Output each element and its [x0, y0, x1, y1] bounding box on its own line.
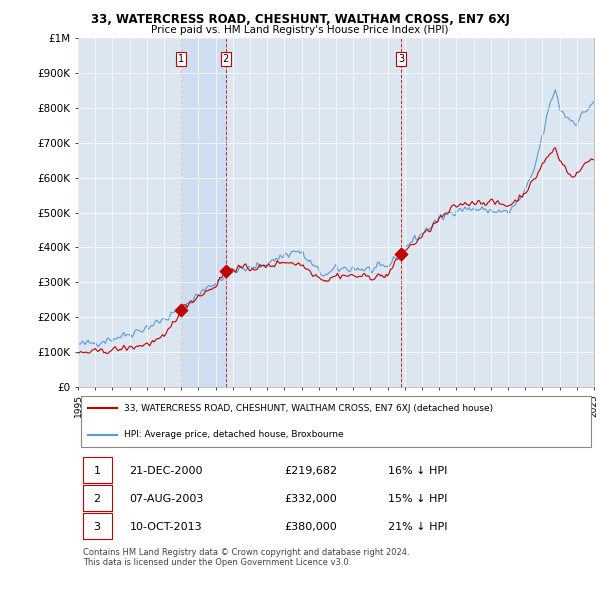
Text: 3: 3 — [398, 54, 404, 64]
Text: 10-OCT-2013: 10-OCT-2013 — [130, 522, 202, 532]
Text: HPI: Average price, detached house, Broxbourne: HPI: Average price, detached house, Brox… — [124, 430, 344, 439]
Point — [221, 266, 230, 276]
Text: £219,682: £219,682 — [284, 466, 338, 476]
Text: 07-AUG-2003: 07-AUG-2003 — [130, 494, 204, 504]
Text: 16% ↓ HPI: 16% ↓ HPI — [388, 466, 447, 476]
Text: 21-DEC-2000: 21-DEC-2000 — [130, 466, 203, 476]
Text: 2: 2 — [223, 54, 229, 64]
Text: 33, WATERCRESS ROAD, CHESHUNT, WALTHAM CROSS, EN7 6XJ: 33, WATERCRESS ROAD, CHESHUNT, WALTHAM C… — [91, 13, 509, 26]
Text: Contains HM Land Registry data © Crown copyright and database right 2024.
This d: Contains HM Land Registry data © Crown c… — [83, 548, 410, 567]
Text: 21% ↓ HPI: 21% ↓ HPI — [388, 522, 447, 532]
Text: Price paid vs. HM Land Registry's House Price Index (HPI): Price paid vs. HM Land Registry's House … — [151, 25, 449, 35]
Text: £380,000: £380,000 — [284, 522, 337, 532]
Text: 2: 2 — [94, 494, 101, 504]
FancyBboxPatch shape — [80, 396, 592, 447]
FancyBboxPatch shape — [83, 485, 112, 511]
Text: £332,000: £332,000 — [284, 494, 337, 504]
Text: 1: 1 — [178, 54, 184, 64]
Point — [397, 250, 406, 259]
FancyBboxPatch shape — [83, 457, 112, 483]
Text: 15% ↓ HPI: 15% ↓ HPI — [388, 494, 447, 504]
FancyBboxPatch shape — [83, 513, 112, 539]
Point — [176, 306, 185, 315]
Text: 3: 3 — [94, 522, 101, 532]
Text: 33, WATERCRESS ROAD, CHESHUNT, WALTHAM CROSS, EN7 6XJ (detached house): 33, WATERCRESS ROAD, CHESHUNT, WALTHAM C… — [124, 404, 494, 413]
Text: 1: 1 — [94, 466, 101, 476]
Bar — [181, 38, 226, 386]
